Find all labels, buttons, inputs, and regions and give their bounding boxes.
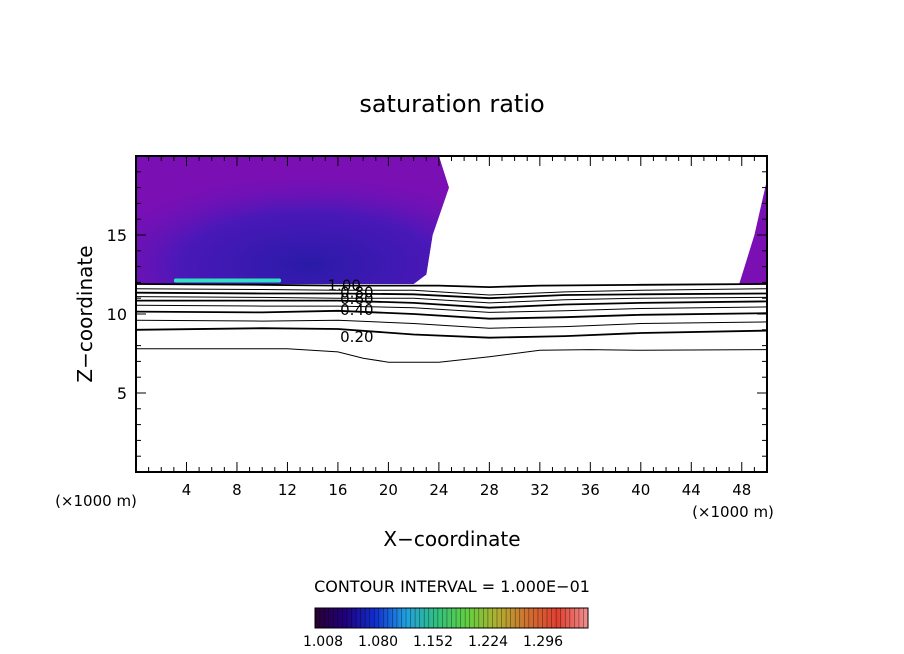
colorbar-label: 1.008: [303, 634, 343, 650]
x-tick-label: 36: [581, 481, 600, 499]
contour-line: [136, 319, 767, 329]
x-tick-label: 16: [328, 481, 347, 499]
colorbar-labels: 1.008 1.080 1.152 1.224 1.296: [303, 634, 563, 650]
colorbar-label: 1.152: [413, 634, 453, 650]
contour-line: [136, 299, 767, 309]
bright-band: [173, 278, 282, 283]
contour-label: 1.00: [328, 277, 361, 295]
chart-title: saturation ratio: [359, 90, 544, 118]
x-tick-label: 32: [530, 481, 549, 499]
colorbar-label: 1.296: [523, 634, 563, 650]
y-tick-label: 5: [117, 384, 127, 403]
contour-line: [136, 288, 767, 296]
y-axis-label: Z−coordinate: [73, 245, 97, 382]
x-tick-label: 28: [480, 481, 499, 499]
shaded-field: [136, 156, 767, 284]
x-tick-label: 24: [429, 481, 448, 499]
contour-line: [136, 327, 767, 339]
y-tick-labels: 5 10 15: [107, 226, 127, 403]
contour-label: 0.20: [340, 328, 373, 346]
x-tick-label: 8: [232, 481, 242, 499]
contour-interval-label: CONTOUR INTERVAL = 1.000E−01: [314, 577, 590, 596]
x-tick-label: 48: [732, 481, 751, 499]
contour-line: [136, 348, 767, 363]
contour-line: [136, 291, 767, 300]
x-axis-label: X−coordinate: [383, 527, 520, 551]
x-unit-left: (×1000 m): [55, 492, 137, 510]
y-tick-label: 15: [107, 226, 127, 245]
contour-label: 0.60: [340, 290, 373, 308]
x-tick-label: 4: [182, 481, 192, 499]
contour-line: [136, 309, 767, 320]
contour-label: 0.40: [340, 301, 373, 319]
colorbar-ticks: [319, 608, 584, 628]
x-tick-label: 12: [278, 481, 297, 499]
contour-line: [136, 296, 767, 304]
x-unit-right: (×1000 m): [692, 503, 774, 521]
shaded-region-right: [739, 156, 767, 284]
x-tick-label: 44: [682, 481, 701, 499]
contour-label: 0.80: [340, 284, 373, 302]
contour-lines: [136, 283, 767, 363]
x-tick-labels: 4 8 12 16 20 24 28 32 36 40 44 48: [182, 481, 752, 499]
x-tick-label: 40: [631, 481, 650, 499]
shaded-core: [136, 156, 449, 284]
colorbar-label: 1.224: [468, 634, 508, 650]
colorbar-label: 1.080: [358, 634, 398, 650]
y-tick-label: 10: [107, 305, 127, 324]
axis-ticks: [136, 156, 767, 472]
x-tick-label: 20: [379, 481, 398, 499]
contour-labels: 1.000.800.600.40 0.20: [328, 277, 374, 346]
contour-line: [136, 283, 767, 289]
contour-line: [136, 304, 767, 313]
